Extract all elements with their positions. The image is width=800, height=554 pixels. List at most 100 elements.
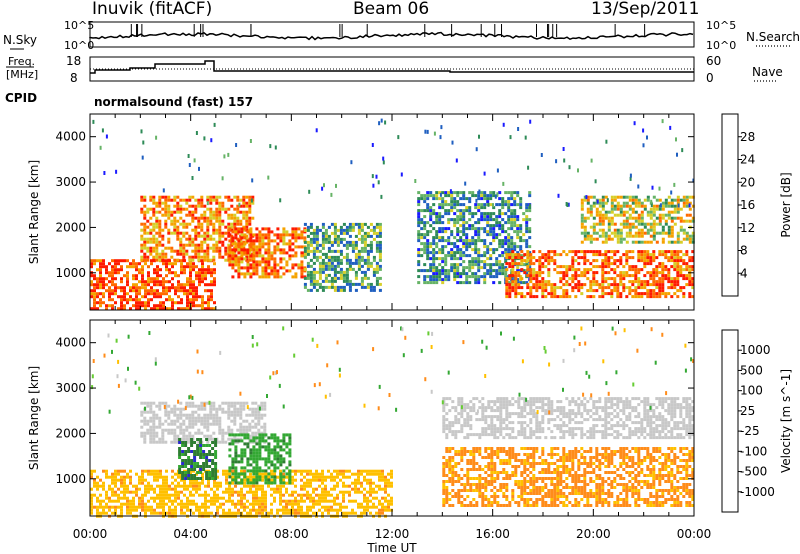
heatmap-cell-0-5	[553, 268, 557, 272]
heatmap-cell-1-1	[167, 431, 171, 435]
heatmap-cell-0-5	[571, 259, 575, 263]
heatmap-cell-0-4	[423, 263, 427, 267]
heatmap-cell-0-5	[595, 280, 599, 284]
heatmap-cell-1-0	[174, 505, 177, 509]
heatmap-cell-0-4	[483, 254, 487, 258]
heatmap-cell-0-5	[673, 283, 677, 287]
heatmap-cell-1-0	[204, 496, 207, 500]
heatmap-cell-0-2	[237, 257, 241, 261]
noise-traces	[89, 24, 694, 41]
heatmap-cell-0-5	[535, 280, 539, 284]
heatmap-cell-0-2	[267, 236, 271, 240]
heatmap-cell-1-0	[153, 469, 156, 473]
heatmap-cell-0-1	[152, 237, 156, 241]
heatmap-cell-0-6	[586, 210, 590, 214]
heatmap-cell-1-2	[193, 453, 197, 456]
heatmap-cell-0-6	[622, 237, 626, 241]
heatmap-cell-0-0	[117, 295, 120, 299]
heatmap-cell-1-0	[270, 508, 273, 512]
heatmap-cell-0-0	[207, 307, 210, 311]
heatmap-cell-0-0	[147, 283, 150, 287]
heatmap-cell-1-1	[173, 410, 177, 414]
heatmap-cell-1-0	[339, 478, 342, 482]
heatmap-cell-0-2	[261, 233, 265, 237]
heatmap-cell-0-1	[200, 198, 204, 202]
heatmap-cell-0-5	[547, 259, 551, 263]
heatmap-cell-0-4	[492, 212, 496, 216]
heatmap-cell-0-3	[348, 264, 352, 268]
heatmap-cell-0-1	[212, 246, 216, 250]
heatmap-cell-0-1	[218, 252, 222, 256]
heatmap-cell-0-3	[378, 252, 382, 256]
heatmap-cell-0-4	[462, 260, 466, 264]
heatmap-cell-0-2	[273, 272, 277, 276]
heatmap-cell-1-0	[153, 508, 156, 512]
heatmap-cell-0-5	[550, 259, 554, 263]
heatmap-cell-1-0	[216, 484, 219, 488]
heatmap-cell-0-1	[203, 204, 207, 208]
heatmap-cell-0-1	[173, 225, 177, 229]
heatmap-cell-0-2	[282, 257, 286, 261]
heatmap-cell-0-6	[598, 210, 602, 214]
heatmap-cell-0-2	[228, 245, 232, 249]
heatmap-cell-0-0	[183, 268, 186, 272]
heatmap-cell-0-3	[324, 255, 328, 259]
heatmap-cell-1-1	[230, 431, 234, 435]
heatmap-cell-0-5	[631, 289, 635, 293]
heatmap-cell-0-3	[324, 276, 328, 280]
heatmap-cell-0-4	[474, 230, 478, 234]
heatmap-cell-1-1	[227, 407, 231, 411]
heatmap-cell-0-5	[565, 253, 569, 257]
heatmap-cell-1-0	[384, 496, 387, 500]
heatmap-cell-0-5	[673, 256, 677, 260]
heatmap-cell-0-5	[655, 256, 659, 260]
heatmap-cell-1-1	[209, 437, 213, 441]
heatmap-cell-0-0	[96, 292, 99, 296]
heatmap-cell-0-2	[228, 248, 232, 252]
heatmap-cell-1-0	[261, 499, 264, 503]
heatmap-cell-0-1	[173, 216, 177, 220]
heatmap-cell-0-1	[167, 246, 171, 250]
heatmap-cell-1-1	[143, 416, 147, 420]
heatmap-cell-0-5	[649, 256, 653, 260]
heatmap-cell-1-1	[263, 407, 267, 411]
heatmap-cell-1-2	[181, 459, 185, 462]
heatmap-cell-1-0	[243, 502, 246, 506]
heatmap-cell-1-0	[291, 490, 294, 494]
heatmap-cell-0-5	[664, 256, 668, 260]
heatmap-cell-0-2	[285, 251, 289, 255]
heatmap-cell-0-5	[658, 271, 662, 275]
heatmap-cell-0-6	[685, 234, 689, 238]
heatmap-cell-0-0	[132, 274, 135, 278]
heatmap-cell-0-5	[571, 262, 575, 266]
heatmap-cell-0-3	[378, 234, 382, 238]
heatmap-cell-0-3	[324, 234, 328, 238]
heatmap-cell-0-6	[598, 222, 602, 226]
heatmap-cell-0-6	[607, 234, 611, 238]
heatmap-cell-0-4	[501, 200, 505, 204]
heatmap-cell-0-4	[516, 191, 520, 195]
heatmap-cell-0-5	[580, 292, 584, 296]
heatmap-cell-0-0	[189, 271, 192, 275]
heatmap-cell-0-4	[501, 206, 505, 210]
heatmap-cell-0-4	[432, 275, 436, 279]
heatmap-cell-0-0	[186, 298, 189, 302]
heatmap-cell-0-5	[586, 259, 590, 263]
heatmap-cell-0-4	[504, 260, 508, 264]
heatmap-cell-0-3	[309, 279, 313, 283]
heatmap-cell-1-0	[165, 484, 168, 488]
heatmap-cell-0-0	[204, 271, 207, 275]
heatmap-cell-1-0	[279, 502, 282, 506]
heatmap-cell-0-0	[150, 280, 153, 284]
heatmap-cell-1-0	[294, 469, 297, 473]
heatmap-cell-0-4	[486, 251, 490, 255]
heatmap-cell-0-4	[525, 230, 529, 234]
heatmap-cell-1-2	[193, 465, 197, 468]
heatmap-cell-0-5	[655, 292, 659, 296]
heatmap-cell-0-0	[102, 280, 105, 284]
heatmap-cell-1-2	[193, 441, 197, 444]
heatmap-cell-0-6	[592, 225, 596, 229]
heatmap-cell-0-6	[649, 216, 653, 220]
heatmap-cell-1-0	[282, 484, 285, 488]
heatmap-cell-1-1	[212, 422, 216, 426]
